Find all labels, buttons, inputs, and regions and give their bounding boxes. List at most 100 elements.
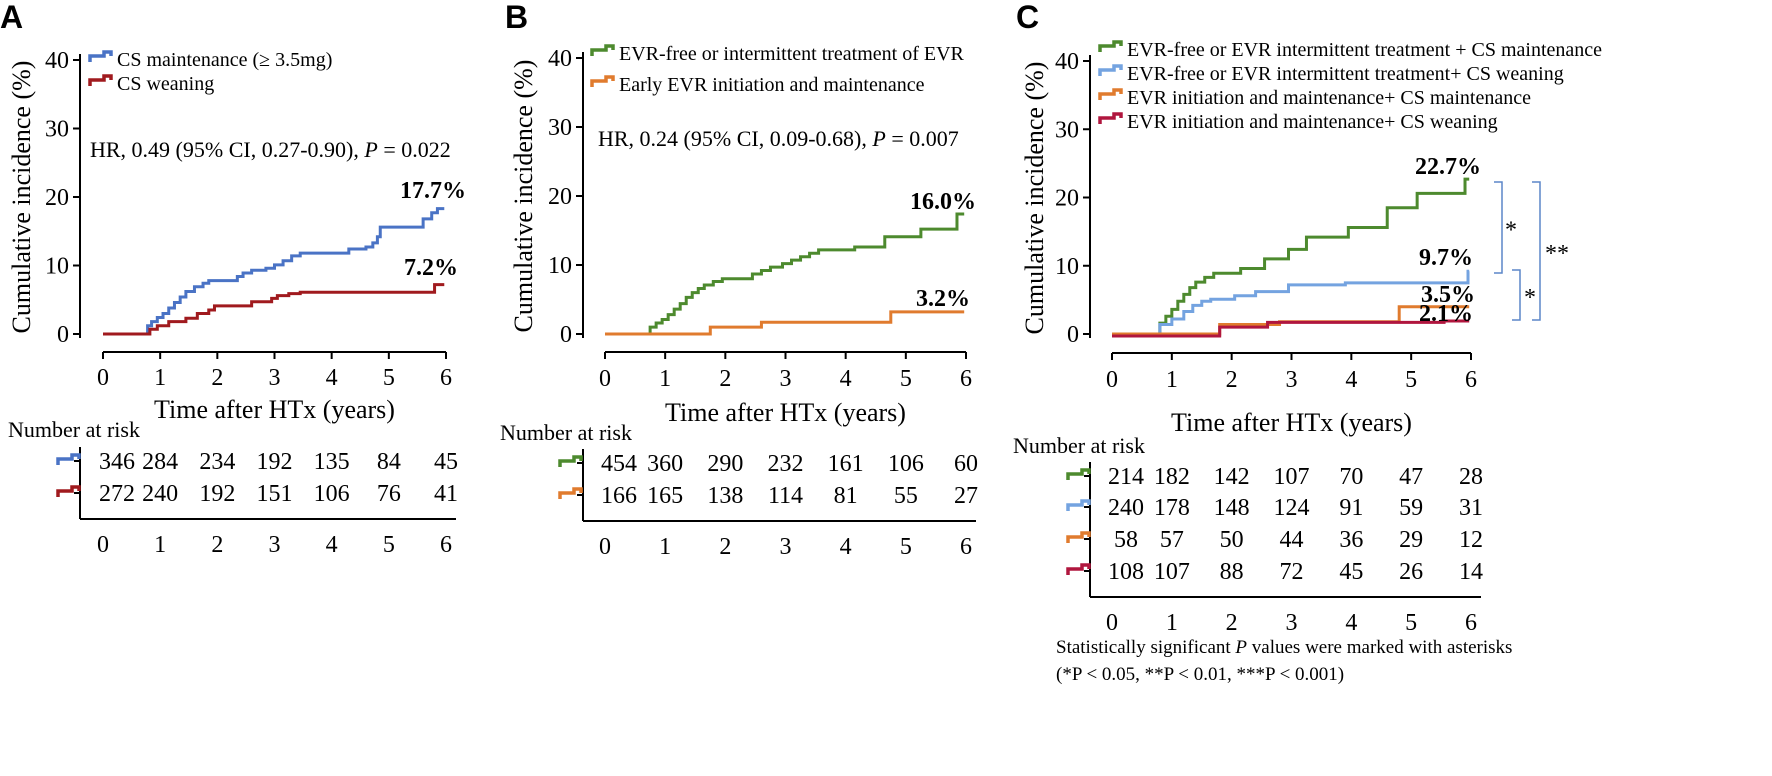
risk-count: 44: [1280, 527, 1304, 553]
x-tick-label: 0: [1106, 367, 1118, 393]
risk-count: 165: [647, 483, 683, 509]
risk-row-icon: [56, 453, 81, 465]
risk-x-tick-label: 3: [1286, 610, 1298, 636]
risk-row-icon: [558, 455, 583, 467]
risk-x-tick-label: 6: [440, 532, 452, 558]
y-tick-label: 10: [1055, 254, 1079, 280]
risk-count: 57: [1160, 527, 1184, 553]
significance-bracket: [1512, 269, 1521, 321]
hr-p-symbol: P: [363, 137, 377, 162]
footnote-line-2: (*P < 0.05, **P < 0.01, ***P < 0.001): [1056, 664, 1344, 685]
legend-swatch: [1098, 88, 1123, 100]
footnote-post: values were marked with asterisks: [1247, 637, 1512, 658]
risk-x-tick-label: 2: [211, 532, 223, 558]
risk-row-icon: [1066, 499, 1091, 511]
risk-count: 59: [1399, 495, 1423, 521]
significance-bracket: [1494, 181, 1503, 274]
risk-count: 135: [314, 449, 350, 475]
series-line: [605, 212, 965, 336]
x-tick-label: 1: [1166, 367, 1178, 393]
risk-count: 107: [1154, 559, 1190, 585]
risk-count: 28: [1459, 464, 1483, 490]
legend-swatch: [590, 75, 615, 87]
risk-count: 60: [954, 451, 978, 477]
risk-count: 58: [1114, 527, 1138, 553]
x-tick-label: 4: [1345, 367, 1357, 393]
footnote-pre: Statistically significant: [1056, 637, 1235, 658]
risk-count: 14: [1459, 559, 1483, 585]
x-tick-label: 5: [900, 366, 912, 392]
risk-count: 70: [1339, 464, 1363, 490]
risk-count: 166: [601, 483, 637, 509]
risk-count: 106: [888, 451, 924, 477]
hr-p-symbol: P: [871, 126, 885, 151]
end-label: 9.7%: [1419, 245, 1473, 271]
x-tick-label: 4: [326, 365, 338, 391]
risk-x-tick-label: 6: [1465, 610, 1477, 636]
legend-entry: EVR-free or EVR intermittent treatment+ …: [1127, 63, 1564, 85]
risk-count: 214: [1108, 464, 1144, 490]
y-tick-label: 30: [45, 117, 69, 143]
series-line: [103, 207, 445, 336]
series-line: [605, 310, 965, 336]
risk-x-tick-label: 3: [269, 532, 281, 558]
significance-label: *: [1524, 285, 1536, 311]
risk-count: 240: [1108, 495, 1144, 521]
x-tick-label: 5: [383, 365, 395, 391]
risk-count: 454: [601, 451, 637, 477]
series-line: [103, 283, 445, 336]
legend-entry: CS maintenance (≥ 3.5mg): [117, 49, 332, 71]
risk-count: 290: [707, 451, 743, 477]
x-tick-label: 1: [659, 366, 671, 392]
risk-count: 114: [768, 483, 803, 509]
footnote-line-1: Statistically significant P values were …: [1056, 637, 1512, 658]
y-tick-label: 30: [1055, 117, 1079, 143]
risk-count: 151: [257, 481, 293, 507]
panel-letter: A: [0, 0, 23, 35]
risk-row-icon: [56, 485, 81, 497]
x-tick-label: 3: [1286, 367, 1298, 393]
risk-row-icon: [558, 487, 583, 499]
x-tick-label: 5: [1405, 367, 1417, 393]
end-label: 3.5%: [1421, 282, 1475, 308]
x-tick-label: 6: [440, 365, 452, 391]
hr-text-post: = 0.022: [378, 137, 451, 162]
risk-x-tick-label: 2: [719, 534, 731, 560]
risk-count: 232: [768, 451, 804, 477]
y-tick-label: 20: [45, 185, 69, 211]
end-label: 2.1%: [1419, 301, 1473, 327]
legend-entry: EVR initiation and maintenance+ CS weani…: [1127, 111, 1498, 133]
risk-row-icon: [1066, 531, 1091, 543]
hr-text-pre: HR, 0.24 (95% CI, 0.09-0.68),: [598, 126, 872, 151]
y-tick-label: 0: [57, 322, 69, 348]
y-axis-title: Cumulative incidence (%): [1020, 62, 1049, 335]
risk-count: 50: [1220, 527, 1244, 553]
end-label: 22.7%: [1415, 154, 1481, 180]
risk-x-tick-label: 5: [383, 532, 395, 558]
risk-x-tick-label: 5: [1405, 610, 1417, 636]
significance-label: **: [1545, 241, 1569, 267]
legend-swatch: [1098, 64, 1123, 76]
x-axis-title: Time after HTx (years): [1171, 408, 1412, 437]
x-tick-label: 3: [269, 365, 281, 391]
risk-count: 124: [1274, 495, 1310, 521]
x-axis-title: Time after HTx (years): [154, 395, 395, 424]
risk-count: 88: [1220, 559, 1244, 585]
y-axis-title: Cumulative incidence (%): [7, 61, 36, 334]
x-tick-label: 0: [97, 365, 109, 391]
risk-x-tick-label: 2: [1226, 610, 1238, 636]
legend-swatch: [590, 44, 615, 56]
risk-x-tick-label: 3: [780, 534, 792, 560]
hr-text-post: = 0.007: [886, 126, 959, 151]
risk-table-title: Number at risk: [8, 417, 140, 442]
risk-count: 45: [1339, 559, 1363, 585]
risk-x-tick-label: 1: [659, 534, 671, 560]
risk-count: 346: [99, 449, 135, 475]
y-tick-label: 10: [548, 253, 572, 279]
y-tick-label: 40: [1055, 49, 1079, 75]
y-tick-label: 20: [548, 184, 572, 210]
hr-text-pre: HR, 0.49 (95% CI, 0.27-0.90),: [90, 137, 364, 162]
risk-count: 178: [1154, 495, 1190, 521]
